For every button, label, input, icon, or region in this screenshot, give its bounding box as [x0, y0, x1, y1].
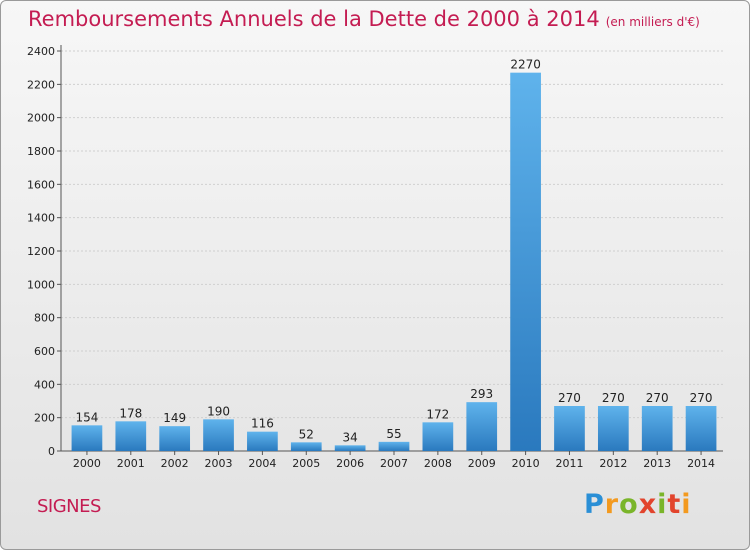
bar: [510, 72, 541, 452]
y-tick-label: 2000: [27, 112, 55, 125]
bar-value-label: 149: [163, 411, 186, 425]
axes: 0 200 400 600 800 1000 1200 1400 1600 1800 2000 220…: [27, 45, 723, 458]
bar: [247, 431, 278, 451]
y-tick-label: 1200: [27, 245, 55, 258]
bar-value-label: 2270: [510, 58, 541, 72]
labels: 154 2000 178 2001 149 2002 190 2003 116 2004 52 200…: [73, 58, 715, 470]
x-tick-label: 2011: [555, 457, 583, 470]
y-tick-label: 0: [48, 445, 55, 458]
x-tick-label: 2005: [292, 457, 320, 470]
x-tick-label: 2003: [205, 457, 233, 470]
chart-title: Remboursements Annuels de la Dette de 20…: [28, 7, 700, 31]
unit-note: (en milliers d'€): [605, 15, 700, 29]
x-tick-label: 2010: [512, 457, 540, 470]
bar: [334, 445, 366, 451]
bar: [597, 406, 629, 451]
bar-value-label: 293: [470, 387, 493, 401]
y-tick-label: 1000: [27, 278, 55, 291]
y-tick-label: 2400: [27, 45, 55, 58]
x-tick-label: 2001: [117, 457, 145, 470]
bar-value-label: 172: [426, 407, 449, 421]
y-tick-label: 800: [34, 312, 55, 325]
bar: [203, 419, 234, 451]
y-tick-label: 1800: [27, 145, 55, 158]
x-tick-label: 2009: [468, 457, 496, 470]
bar-value-label: 55: [386, 427, 401, 441]
x-tick-label: 2014: [687, 457, 715, 470]
y-tick-label: 400: [34, 378, 55, 391]
bar-value-label: 178: [119, 406, 142, 420]
bar-value-label: 52: [299, 427, 314, 441]
bar-value-label: 270: [646, 391, 669, 405]
bar-value-label: 190: [207, 404, 230, 418]
y-tick-label: 600: [34, 345, 55, 358]
bar-value-label: 34: [342, 430, 357, 444]
bar: [378, 441, 410, 451]
y-tick-label: 2200: [27, 78, 55, 91]
grid: [61, 50, 723, 419]
bar: [685, 406, 717, 451]
bar: [159, 426, 191, 451]
bar-value-label: 270: [602, 391, 625, 405]
x-tick-label: 2013: [643, 457, 671, 470]
bars: [71, 72, 717, 452]
x-tick-label: 2004: [248, 457, 276, 470]
bar-value-label: 270: [558, 391, 581, 405]
proxiti-logo: Proxiti: [584, 489, 692, 520]
x-tick-label: 2012: [599, 457, 627, 470]
bar-value-label: 116: [251, 417, 274, 431]
title-text: Remboursements Annuels de la Dette de 20…: [28, 7, 600, 31]
bar: [422, 422, 454, 451]
x-tick-label: 2000: [73, 457, 101, 470]
bar: [554, 406, 585, 451]
x-tick-label: 2002: [161, 457, 189, 470]
y-tick-label: 1400: [27, 212, 55, 225]
y-tick-label: 200: [34, 412, 55, 425]
bar: [641, 406, 673, 451]
x-tick-label: 2008: [424, 457, 452, 470]
y-tick-label: 1600: [27, 178, 55, 191]
bar-value-label: 270: [690, 391, 713, 405]
x-tick-label: 2007: [380, 457, 408, 470]
bar: [115, 421, 147, 451]
bar: [466, 402, 498, 451]
x-tick-label: 2006: [336, 457, 364, 470]
bar: [71, 425, 103, 451]
town-name: SIGNES: [37, 496, 101, 517]
bar-value-label: 154: [75, 410, 98, 424]
bar: [290, 442, 322, 451]
